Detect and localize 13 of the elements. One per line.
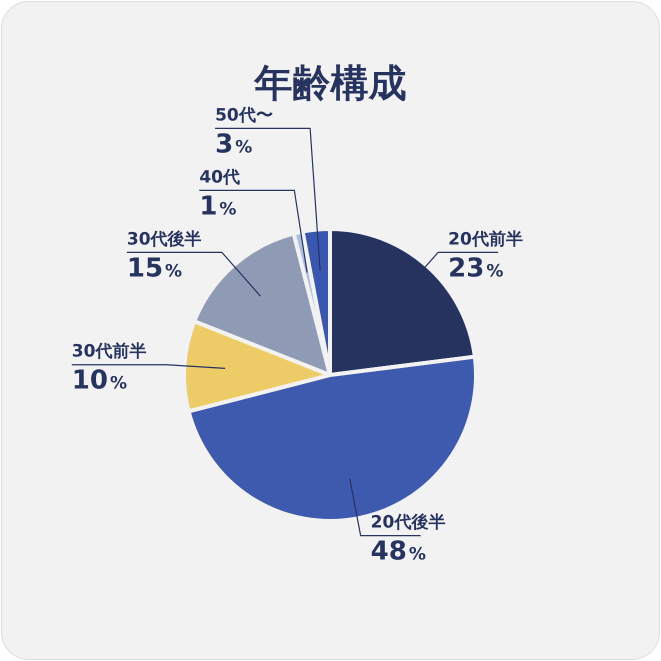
slice-label: 20代前半: [448, 229, 523, 250]
data-label: 15%: [126, 253, 182, 284]
data-label: 48%: [370, 536, 426, 567]
slice-label: 50代〜: [215, 105, 273, 126]
data-label: 23%: [448, 253, 504, 284]
chart-title: 年齢構成: [254, 61, 406, 105]
slice-label: 20代後半: [370, 512, 446, 533]
slice-label: 40代: [199, 167, 240, 188]
data-label: 10%: [72, 366, 128, 396]
slice-label: 30代前半: [72, 342, 146, 362]
slice-label: 30代後半: [126, 229, 202, 250]
data-label: 1%: [199, 191, 236, 222]
data-label: 3%: [215, 129, 252, 160]
